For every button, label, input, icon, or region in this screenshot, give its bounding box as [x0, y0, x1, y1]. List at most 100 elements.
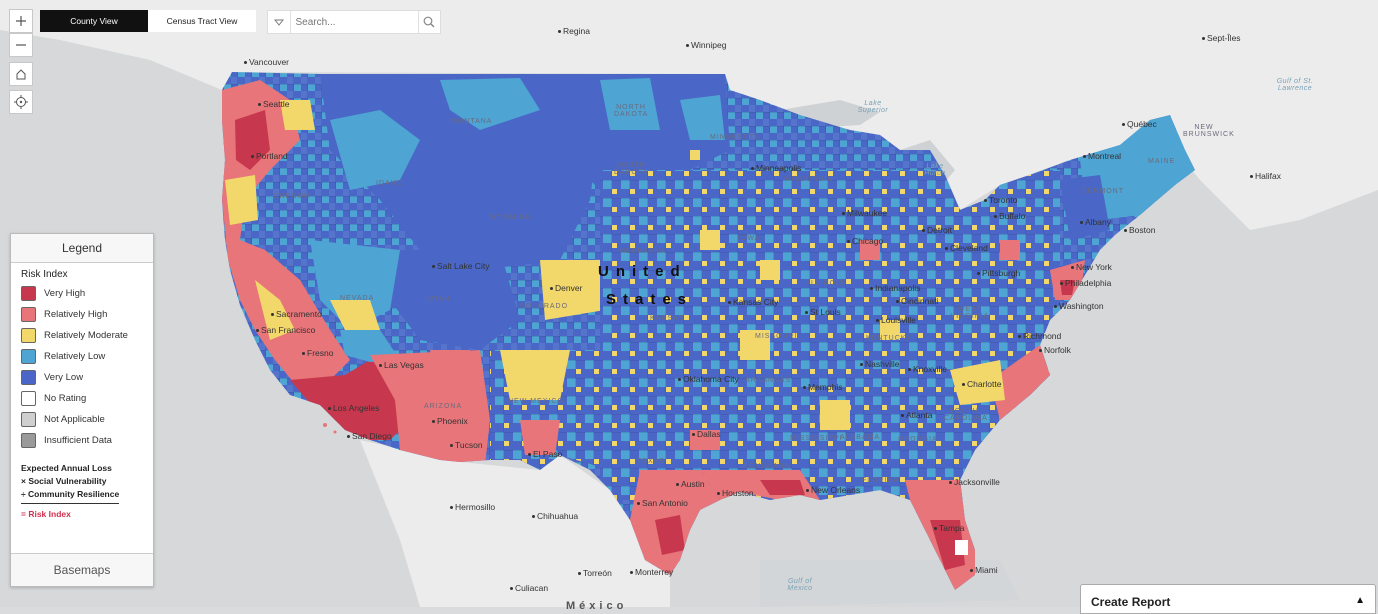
legend-item: Relatively Moderate [21, 328, 143, 343]
state-label: SOUTH CAROLINA [944, 408, 988, 422]
tab-census-tract-view[interactable]: Census Tract View [148, 10, 256, 32]
create-report-label: Create Report [1091, 595, 1171, 609]
state-label: NEVADA [340, 295, 375, 302]
state-label: MISSISSIPPI [790, 435, 843, 442]
view-toggle: County View Census Tract View [40, 10, 256, 32]
legend-item: Not Applicable [21, 412, 143, 427]
legend-swatch [21, 391, 36, 406]
city-label: San Francisco [256, 325, 315, 335]
city-label: Charlotte [962, 379, 1002, 389]
city-label: Indianapolis [870, 283, 920, 293]
state-label: WYOMING [490, 214, 532, 221]
city-label: Québec [1122, 119, 1157, 129]
city-label: Culiacan [510, 583, 548, 593]
city-label: Monterrey [630, 567, 673, 577]
state-label: WEST VIRGINIA [950, 306, 990, 320]
risk-formula: Expected Annual Loss × Social Vulnerabil… [21, 462, 143, 521]
city-label: Jacksonville [949, 477, 1000, 487]
city-label: Atlanta [901, 410, 932, 420]
city-label: Portland [251, 151, 288, 161]
state-label: ARKANSAS [745, 377, 792, 384]
city-label: New York [1071, 262, 1112, 272]
legend-label: Relatively Low [44, 350, 106, 362]
city-label: Toronto [984, 195, 1017, 205]
city-label: Vancouver [244, 57, 289, 67]
city-label: Knoxville [908, 364, 947, 374]
city-label: Las Vegas [379, 360, 424, 370]
city-label: Halifax [1250, 171, 1281, 181]
city-label: Montreal [1083, 151, 1121, 161]
country-label: United [598, 263, 687, 280]
city-label: St Louis [805, 307, 841, 317]
state-label: SOUTH DAKOTA [614, 162, 649, 176]
search-icon [423, 16, 435, 28]
state-label: LOUISIANA [744, 463, 791, 470]
zoom-out-button[interactable] [9, 33, 33, 57]
basemaps-button[interactable]: Basemaps [11, 553, 153, 586]
city-label: Chihuahua [532, 511, 578, 521]
state-label: MISSOURI [755, 333, 798, 340]
home-button[interactable] [9, 62, 33, 86]
city-label: Dallas [692, 429, 721, 439]
caret-up-icon: ▲ [1355, 595, 1365, 606]
city-label: Tucson [450, 440, 483, 450]
state-label: ARIZONA [424, 403, 463, 410]
city-label: Kansas City [728, 297, 778, 307]
zoom-in-button[interactable] [9, 9, 33, 33]
state-label: UTAH [428, 296, 451, 303]
search-bar [267, 10, 441, 34]
formula-line: ÷ Community Resilience [21, 488, 120, 504]
city-label: Regina [558, 26, 590, 36]
state-label: FLORIDA [862, 477, 900, 484]
legend-swatch [21, 433, 36, 448]
city-label: Los Angeles [328, 403, 379, 413]
locate-button[interactable] [9, 90, 33, 114]
city-label: Cleveland [945, 243, 988, 253]
legend-title[interactable]: Legend [11, 234, 153, 263]
city-label: Memphis [803, 382, 842, 392]
city-label: New Orleans [806, 485, 860, 495]
search-button[interactable] [417, 11, 441, 33]
city-label: Pittsburgh [977, 268, 1020, 278]
city-label: Milwaukee [842, 208, 887, 218]
plus-icon [16, 16, 26, 26]
city-label: Minneapolis [751, 163, 801, 173]
water-label: Lake Superior [857, 100, 889, 114]
state-label: NEW MEXICO [508, 398, 564, 405]
country-label: States [606, 291, 694, 308]
city-label: Oklahoma City [678, 374, 739, 384]
legend-swatch [21, 349, 36, 364]
state-label: NORTH DAKOTA [614, 104, 649, 118]
formula-result: = Risk Index [21, 509, 71, 519]
city-label: Houston [717, 488, 754, 498]
legend-item: Very Low [21, 370, 143, 385]
legend-label: Insufficient Data [44, 434, 112, 446]
legend-swatch [21, 412, 36, 427]
search-source-dropdown[interactable] [268, 11, 291, 33]
city-label: Denver [550, 283, 582, 293]
state-label: IOWA [738, 235, 761, 242]
legend-swatch [21, 307, 36, 322]
home-icon [16, 69, 26, 80]
state-label: MINNESOTA [710, 134, 761, 141]
city-label: Sacramento [271, 309, 322, 319]
city-label: Fresno [302, 348, 333, 358]
legend-panel: Legend Risk Index Very High Relatively Hi… [10, 233, 154, 587]
legend-label: Relatively High [44, 308, 108, 320]
city-label: Norfolk [1039, 345, 1071, 355]
formula-line: × Social Vulnerability [21, 476, 107, 486]
state-label: ILLINOIS [808, 280, 845, 287]
city-label: Torreón [578, 568, 612, 578]
city-label: Detroit [922, 225, 952, 235]
state-label: VERMONT [1082, 188, 1124, 195]
city-label: Winnipeg [686, 40, 726, 50]
create-report-panel[interactable]: Create Report ▲ [1080, 584, 1376, 614]
legend-item: Very High [21, 286, 143, 301]
legend-item: Relatively Low [21, 349, 143, 364]
tab-county-view[interactable]: County View [40, 10, 148, 32]
legend-item: Insufficient Data [21, 433, 143, 448]
search-input[interactable] [290, 15, 418, 29]
city-label: Boston [1124, 225, 1155, 235]
state-label: MAINE [1148, 158, 1176, 165]
city-label: Seattle [258, 99, 289, 109]
